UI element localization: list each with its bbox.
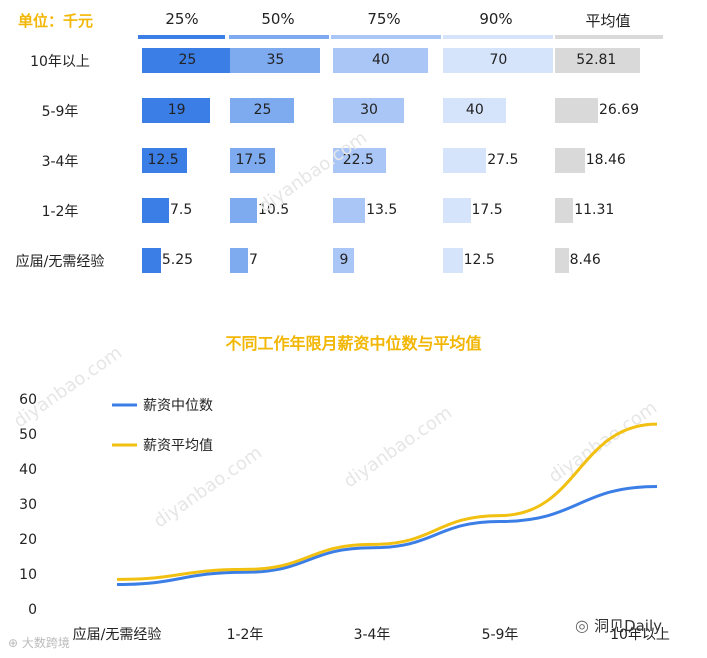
y-tick-label: 40 [19, 462, 37, 478]
table-bar [555, 98, 598, 123]
table-bar [555, 198, 574, 223]
table-value: 40 [372, 52, 390, 68]
table-value: 22.5 [342, 152, 374, 168]
table-value: 17.5 [471, 202, 503, 218]
row-label: 应届/无需经验 [15, 254, 105, 270]
bottom-logo-text: 大数跨境 [21, 636, 70, 650]
table-bar [443, 248, 463, 273]
x-tick-label: 1-2年 [227, 627, 264, 643]
table-bar [443, 148, 487, 173]
header-strip-50 [229, 35, 329, 39]
table-value: 70 [489, 52, 508, 68]
table-value: 35 [266, 52, 285, 68]
table-bar [333, 98, 405, 123]
table-value: 25 [253, 102, 272, 118]
header-strip-average [555, 35, 663, 39]
table-bar [230, 98, 295, 123]
unit-label: 单位：千元 [18, 12, 94, 30]
table-value: 17.5 [235, 152, 267, 168]
table-value: 40 [465, 102, 484, 118]
table-value: 26.69 [598, 102, 640, 118]
table-value: 7.5 [170, 202, 193, 218]
table-bar [333, 48, 428, 73]
table-bar [333, 198, 366, 223]
table-bar [443, 198, 471, 223]
table-value: 30 [360, 102, 378, 118]
header-strip-25 [138, 35, 225, 39]
table-value: 9 [339, 252, 349, 268]
table-value: 13.5 [366, 202, 398, 218]
table-bar [142, 98, 211, 123]
table-value: 12.5 [147, 152, 179, 168]
table-bar [142, 48, 232, 73]
table-bar [230, 198, 257, 223]
table-value: 19 [167, 102, 186, 118]
y-tick-label: 0 [28, 602, 37, 618]
y-tick-label: 30 [19, 497, 37, 513]
table-bar [555, 48, 640, 73]
header-strip-90 [443, 35, 553, 39]
series-line-average [116, 422, 658, 581]
table-bar [230, 248, 248, 273]
bottom-logo: ⊕ 大数跨境 [8, 634, 70, 651]
column-header-50: 50% [261, 10, 295, 28]
table-bar [142, 248, 161, 273]
row-label: 5-9年 [41, 104, 79, 120]
line-chart-title: 不同工作年限月薪资中位数与平均值 [225, 334, 482, 353]
x-tick-label: 应届/无需经验 [73, 626, 162, 643]
column-header-90: 90% [479, 10, 513, 28]
row-label: 1-2年 [41, 204, 79, 220]
logo-icon: ⊕ [8, 636, 19, 650]
table-bar [443, 48, 553, 73]
brand-name: 洞见Daily [594, 617, 663, 635]
header-strip-75 [331, 35, 441, 39]
line-chart: 0 10 20 30 40 50 60 应届/无需经验 1-2年 3-4年 5-9年 10年以上 薪资中… [19, 392, 670, 643]
table-bar [333, 148, 387, 173]
table-value: 5.25 [161, 252, 194, 268]
y-tick-label: 10 [19, 567, 37, 583]
wechat-icon: ◎ [575, 616, 589, 635]
row-label: 10年以上 [30, 54, 90, 70]
y-tick-label: 50 [19, 427, 37, 443]
y-tick-label: 20 [19, 532, 37, 548]
brand-badge: ◎ 洞见Daily [575, 615, 662, 636]
table-bar [230, 148, 275, 173]
table-value: 11.31 [574, 202, 615, 218]
x-tick-label: 10年以上 [610, 627, 670, 643]
x-tick-label: 3-4年 [354, 627, 391, 643]
table-value: 7 [249, 252, 258, 268]
y-tick-label: 60 [19, 392, 37, 408]
table-value: 10.5 [258, 202, 290, 218]
row-label: 3-4年 [41, 154, 79, 170]
table-bar [443, 98, 506, 123]
table-value: 8.46 [569, 252, 601, 268]
table-bar [142, 148, 187, 173]
legend-label: 薪资中位数 [143, 398, 213, 414]
table-value: 18.46 [585, 152, 626, 168]
table-value: 25 [178, 52, 197, 68]
table-value: 27.5 [487, 152, 519, 168]
table-value: 12.5 [463, 252, 495, 268]
column-header-25: 25% [165, 10, 199, 28]
table-value: 52.81 [576, 52, 617, 68]
legend-label: 薪资平均值 [143, 438, 213, 454]
table-bar [230, 48, 320, 73]
column-header-average: 平均值 [585, 12, 631, 30]
series-line-median [116, 485, 658, 586]
x-tick-label: 5-9年 [482, 627, 519, 643]
table-bar [555, 148, 585, 173]
table-bar [333, 248, 355, 273]
table-bar [142, 198, 169, 223]
table-bar [555, 248, 569, 273]
column-header-75: 75% [367, 10, 401, 28]
